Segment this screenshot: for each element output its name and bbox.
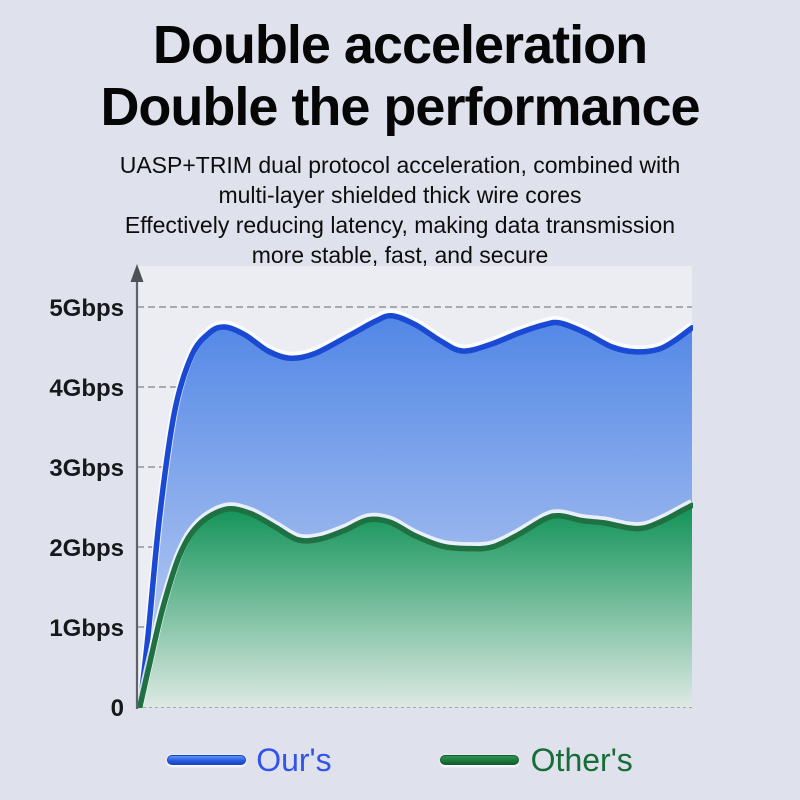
- ours-line-swatch-icon: [167, 755, 247, 765]
- subtitle-line: Effectively reducing latency, making dat…: [124, 212, 676, 238]
- page-title: Double acceleration Double the performan…: [0, 14, 800, 138]
- line-others: [137, 502, 693, 708]
- y-axis-arrow-icon: [130, 264, 144, 282]
- subtitle-line: more stable, fast, and secure: [251, 242, 549, 268]
- page-title-line1: Double acceleration: [152, 15, 648, 75]
- legend-item-ours: Our's: [167, 742, 332, 778]
- line-ours: [137, 313, 693, 708]
- y-tick-label: 0: [111, 695, 124, 722]
- page-subtitle: UASP+TRIM dual protocol acceleration, co…: [0, 150, 800, 270]
- page-title-line2: Double the performance: [100, 77, 700, 137]
- y-tick-label: 1Gbps: [49, 615, 124, 642]
- area-others: [139, 505, 693, 707]
- y-tick-label: 5Gbps: [49, 295, 124, 322]
- subtitle-line: UASP+TRIM dual protocol acceleration, co…: [119, 152, 681, 178]
- legend-label-ours: Our's: [256, 742, 332, 778]
- others-line-swatch-icon: [439, 755, 519, 765]
- y-tick-label: 4Gbps: [49, 375, 124, 402]
- y-axis-tick-labels: 5Gbps 4Gbps 3Gbps 2Gbps 1Gbps 0: [49, 295, 124, 722]
- y-tick-label: 2Gbps: [49, 535, 124, 562]
- subtitle-line: multi-layer shielded thick wire cores: [218, 182, 582, 208]
- legend-label-others: Other's: [530, 742, 633, 778]
- legend-item-others: Other's: [439, 742, 633, 778]
- y-tick-label: 3Gbps: [49, 455, 124, 482]
- series-areas: [137, 309, 693, 708]
- chart-legend: Our's Other's: [0, 744, 800, 776]
